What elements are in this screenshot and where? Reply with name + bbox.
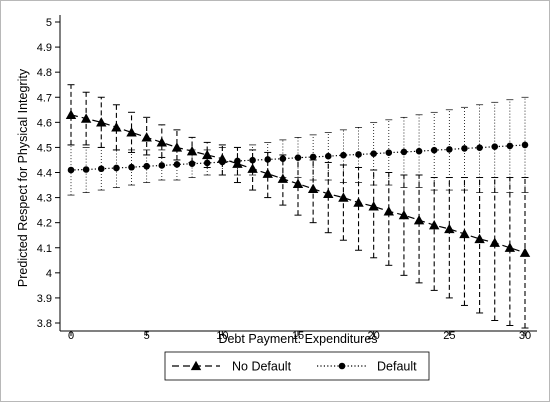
point-no-default (141, 132, 152, 142)
point-default (113, 164, 120, 172)
point-no-default (277, 173, 289, 183)
point-default (506, 142, 514, 150)
point-default (279, 155, 287, 163)
y-tick-label: 5 (46, 17, 52, 29)
point-default (234, 157, 241, 165)
point-default (340, 151, 347, 159)
point-no-default (186, 145, 198, 156)
y-tick-label: 4.9 (37, 42, 52, 54)
point-no-default (156, 137, 167, 147)
point-no-default (323, 188, 334, 198)
x-axis-ticks: 0 5 10 15 20 25 30 (68, 330, 531, 342)
point-default (324, 152, 332, 160)
y-tick-label: 4.7 (37, 92, 52, 104)
point-default (97, 165, 105, 173)
y-tick-label: 4.5 (37, 142, 52, 154)
point-default (430, 146, 438, 154)
y-tick-label: 3.8 (37, 318, 52, 330)
x-tick-label: 15 (292, 330, 304, 342)
point-default (476, 144, 483, 151)
series-layer (65, 84, 531, 329)
point-default (128, 163, 135, 171)
y-axis-ticks: 3.8 3.9 4 4.1 4.2 4.3 4.4 4.5 4.6 4.7 4.8 4.9 5 (37, 17, 60, 330)
point-no-default (413, 214, 425, 225)
y-tick-label: 4.8 (37, 67, 52, 79)
point-no-default (519, 247, 531, 257)
point-default (446, 146, 453, 153)
point-default (415, 147, 423, 155)
legend-label: No Default (232, 360, 292, 374)
point-no-default (459, 228, 470, 239)
x-axis-title: Debt Payment: Expenditures (218, 332, 377, 346)
y-tick-label: 4 (46, 268, 52, 280)
point-no-default (307, 183, 319, 193)
series-no-default (65, 84, 531, 329)
x-tick-label: 25 (443, 330, 455, 342)
legend-item-default: Default (317, 360, 417, 374)
point-no-default (474, 233, 485, 244)
point-no-default (398, 209, 410, 220)
point-no-default (292, 178, 304, 188)
series-default (67, 96, 529, 196)
y-tick-label: 4.2 (37, 218, 52, 230)
y-tick-label: 4.6 (37, 117, 52, 129)
legend-marker (190, 360, 202, 371)
point-no-default (96, 117, 107, 127)
point-default (219, 158, 226, 166)
point-default (264, 156, 272, 163)
point-no-default (65, 109, 77, 119)
point-no-default (444, 223, 455, 234)
point-default (143, 162, 150, 170)
y-tick-label: 4.4 (37, 168, 52, 180)
point-default (521, 141, 529, 149)
point-default (491, 143, 499, 150)
y-axis-title: Predicted Respect for Physical Integrity (16, 68, 30, 287)
point-default (67, 166, 75, 174)
point-no-default (368, 201, 379, 211)
point-default (461, 145, 468, 152)
point-no-default (202, 149, 213, 160)
point-no-default (111, 122, 122, 132)
point-no-default (126, 127, 137, 137)
point-no-default (353, 197, 364, 207)
legend-label: Default (377, 360, 417, 374)
point-no-default (338, 192, 349, 202)
point-default (309, 153, 317, 161)
point-no-default (383, 206, 394, 216)
legend: No Default Default (164, 351, 430, 381)
x-tick-label: 10 (216, 330, 228, 342)
point-default (203, 159, 211, 167)
point-default (355, 151, 362, 158)
point-no-default (262, 168, 273, 178)
x-tick-label: 20 (368, 330, 380, 342)
y-tick-label: 3.9 (37, 293, 52, 305)
point-no-default (489, 237, 500, 247)
point-default (173, 161, 181, 168)
x-tick-label: 0 (68, 330, 74, 342)
point-default (158, 162, 166, 169)
point-default (400, 148, 408, 156)
point-no-default (80, 113, 92, 123)
point-default (82, 166, 90, 173)
point-default (249, 156, 256, 164)
point-default (370, 150, 377, 157)
legend-item-no-default: No Default (172, 360, 292, 374)
x-tick-label: 5 (144, 330, 150, 342)
point-no-default (504, 242, 516, 252)
legend-marker (338, 362, 346, 370)
point-default (294, 154, 302, 162)
point-no-default (171, 142, 183, 152)
point-default (385, 149, 393, 156)
point-default (188, 160, 196, 168)
x-tick-label: 30 (519, 330, 531, 342)
y-tick-label: 4.3 (37, 193, 52, 205)
y-tick-label: 4.1 (37, 243, 52, 255)
point-no-default (429, 219, 440, 230)
